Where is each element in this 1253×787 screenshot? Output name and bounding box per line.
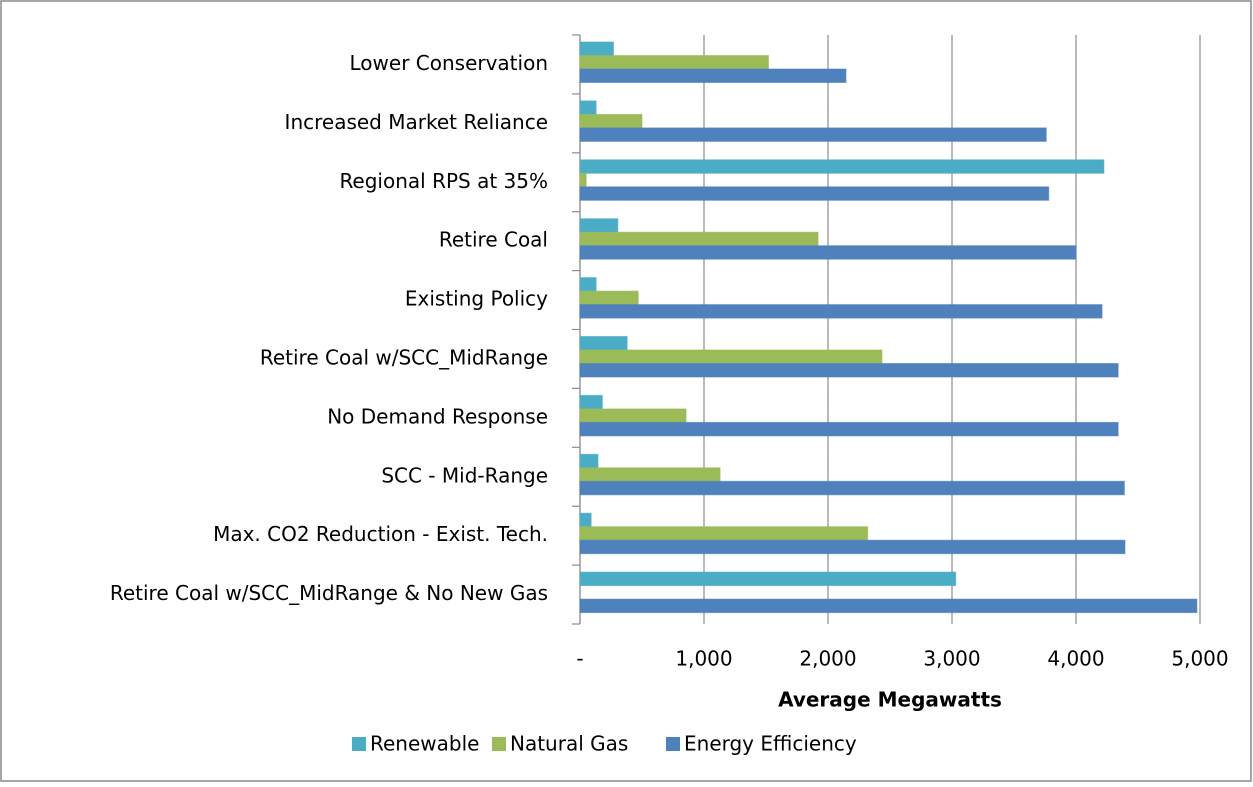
bar: [579, 231, 819, 247]
bar: [579, 68, 847, 83]
bar: [579, 277, 597, 292]
bar: [579, 245, 1077, 260]
y-tick-label: SCC - Mid-Range: [381, 463, 548, 487]
bar: [579, 571, 957, 587]
bar: [579, 127, 1047, 142]
legend-label: Energy Efficiency: [684, 732, 857, 756]
bar: [579, 598, 1198, 614]
x-axis-label: Average Megawatts: [778, 688, 1002, 712]
bar: [579, 512, 592, 528]
bar: [579, 526, 869, 541]
x-tick-label: -: [576, 647, 583, 671]
x-tick-label: 5,000: [1171, 647, 1228, 671]
legend-swatch: [492, 737, 506, 751]
bar: [579, 539, 1126, 555]
y-tick-label: Existing Policy: [405, 287, 548, 311]
x-tick-label: 3,000: [923, 647, 980, 671]
bar: [579, 41, 614, 56]
bar: [579, 336, 628, 351]
x-tick-label: 2,000: [799, 647, 856, 671]
y-tick-label: Max. CO2 Reduction - Exist. Tech.: [213, 522, 548, 546]
y-tick-label: No Demand Response: [327, 404, 548, 428]
bar: [579, 290, 639, 306]
bar: [579, 100, 597, 115]
bar: [579, 349, 883, 364]
bar: [579, 480, 1125, 496]
bar: [579, 421, 1119, 437]
bar: [579, 408, 687, 423]
bar: [579, 453, 599, 469]
bar: [579, 394, 603, 410]
y-tick-label: Increased Market Reliance: [285, 110, 548, 134]
y-tick-label: Retire Coal w/SCC_MidRange & No New Gas: [110, 581, 548, 605]
legend-swatch: [666, 737, 680, 751]
legend-swatch: [352, 737, 366, 751]
y-tick-label: Retire Coal: [439, 228, 548, 252]
bar: [579, 304, 1103, 319]
bar: [579, 113, 643, 129]
x-tick-label: 1,000: [675, 647, 732, 671]
bar: [579, 159, 1105, 174]
bar: [579, 218, 619, 233]
y-tick-label: Retire Coal w/SCC_MidRange: [260, 345, 548, 369]
legend-label: Renewable: [370, 732, 479, 756]
x-tick-label: 4,000: [1047, 647, 1104, 671]
bar: [579, 55, 769, 70]
bar: [579, 172, 587, 188]
y-tick-label: Regional RPS at 35%: [339, 169, 548, 193]
bar: [579, 363, 1119, 378]
y-tick-label: Lower Conservation: [350, 51, 549, 75]
bar: [579, 467, 721, 482]
legend-label: Natural Gas: [510, 732, 628, 756]
bar: [579, 186, 1050, 201]
